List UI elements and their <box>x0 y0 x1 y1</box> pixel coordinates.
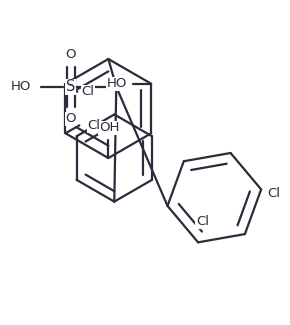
Text: HO: HO <box>107 77 128 90</box>
Text: Cl: Cl <box>81 85 94 98</box>
Text: O: O <box>66 48 76 61</box>
Text: O: O <box>66 112 76 125</box>
Text: S: S <box>66 79 75 94</box>
Text: Cl: Cl <box>196 215 209 228</box>
Text: Cl: Cl <box>87 119 100 132</box>
Text: Cl: Cl <box>267 187 280 200</box>
Text: HO: HO <box>11 80 31 93</box>
Text: OH: OH <box>99 121 119 134</box>
